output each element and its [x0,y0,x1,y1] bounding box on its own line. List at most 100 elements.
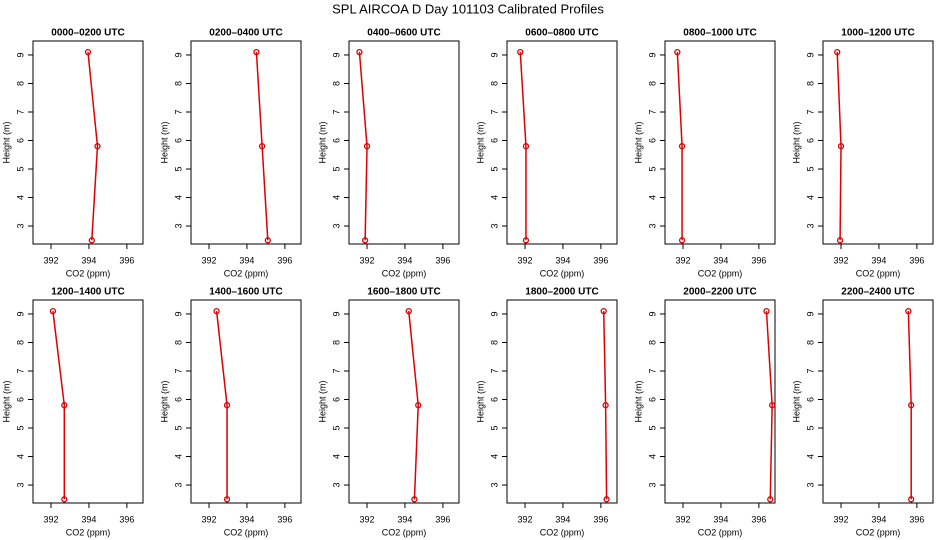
y-tick-label: 9 [173,52,183,57]
y-tick-label: 5 [15,426,25,431]
y-tick-label: 7 [173,109,183,114]
y-tick-label: 4 [331,195,341,200]
data-point [361,237,369,244]
y-tick-label: 3 [489,224,499,229]
y-tick-label: 7 [647,368,657,373]
y-tick-label: 3 [331,224,341,229]
y-tick-label: 9 [331,52,341,57]
plot-frame [32,299,144,504]
y-tick-label: 8 [331,81,341,86]
y-tick-label: 5 [489,426,499,431]
y-tick-label: 3 [173,483,183,488]
x-tick-label: 396 [277,255,292,265]
x-axis-label: CO2 (ppm) [698,527,743,537]
data-point [678,237,686,244]
x-tick-label: 394 [81,255,96,265]
y-axis-label: Height (m) [159,380,169,422]
data-point [94,143,101,150]
x-axis-label: CO2 (ppm) [856,527,901,537]
data-point [405,307,412,315]
x-tick-label: 396 [119,255,134,265]
profile-line [407,311,419,500]
profile-line [519,52,527,241]
y-tick-label: 5 [331,426,341,431]
data-point [603,496,610,503]
panel-title: 0000–0200 UTC [51,28,124,39]
x-tick-label: 396 [751,255,766,265]
x-tick-label: 396 [119,514,134,524]
y-tick-label: 6 [331,397,341,402]
x-tick-label: 394 [555,255,570,265]
y-tick-label: 7 [805,109,815,114]
x-tick-label: 394 [81,514,96,524]
x-tick-label: 394 [871,514,886,524]
y-axis-label: Height (m) [791,380,801,422]
plot-frame [348,40,460,245]
y-tick-label: 3 [647,224,657,229]
data-point [363,143,371,150]
y-tick-label: 5 [173,426,183,431]
main-title: SPL AIRCOA D Day 101103 Calibrated Profi… [332,1,604,16]
y-tick-label: 8 [489,340,499,345]
x-tick-label: 394 [713,514,728,524]
profile-line [676,52,683,241]
y-tick-label: 4 [173,454,183,459]
y-tick-label: 3 [647,483,657,488]
y-tick-label: 8 [647,340,657,345]
y-tick-label: 6 [15,138,25,143]
y-tick-label: 3 [331,483,341,488]
y-tick-label: 6 [15,397,25,402]
x-tick-label: 392 [44,514,59,524]
y-tick-label: 4 [647,195,657,200]
data-point [763,307,770,315]
x-axis-label: CO2 (ppm) [224,527,269,537]
y-tick-label: 4 [489,454,499,459]
data-point [769,402,776,409]
y-tick-label: 7 [331,368,341,373]
x-tick-label: 392 [360,255,375,265]
x-tick-label: 394 [871,255,886,265]
data-point [223,402,231,409]
panel-title: 0800–1000 UTC [683,28,756,39]
y-tick-label: 6 [173,397,183,402]
plot-frame [822,40,934,245]
data-point [88,237,95,244]
panel-title: 1000–1200 UTC [841,28,914,39]
y-tick-label: 5 [805,426,815,431]
data-point [517,48,524,56]
x-axis-label: CO2 (ppm) [66,527,111,537]
data-point [678,143,686,150]
profile-line [358,52,368,241]
plot-frame [348,299,460,504]
y-tick-label: 6 [331,138,341,143]
data-point [61,496,68,503]
x-tick-label: 392 [676,514,691,524]
x-axis-label: CO2 (ppm) [540,527,585,537]
y-tick-label: 7 [647,109,657,114]
y-tick-label: 9 [647,311,657,316]
x-tick-label: 392 [202,255,217,265]
y-tick-label: 7 [489,109,499,114]
data-point [213,307,220,315]
x-axis-label: CO2 (ppm) [66,268,111,278]
y-tick-label: 6 [173,138,183,143]
x-tick-label: 392 [518,255,533,265]
y-tick-label: 7 [173,368,183,373]
y-tick-label: 8 [489,81,499,86]
y-tick-label: 7 [15,368,25,373]
data-point [253,48,260,56]
data-point [84,48,92,56]
y-tick-label: 5 [647,426,657,431]
y-tick-label: 9 [173,311,183,316]
y-tick-label: 8 [805,81,815,86]
plot-frame [190,40,302,245]
data-point [415,402,422,409]
y-tick-label: 9 [15,311,25,316]
panel-title: 0400–0600 UTC [367,28,440,39]
panel-title: 1600–1800 UTC [367,287,440,298]
y-tick-label: 8 [173,81,183,86]
data-point [356,48,363,56]
panel-title: 1800–2000 UTC [525,287,598,298]
x-axis-label: CO2 (ppm) [698,268,743,278]
